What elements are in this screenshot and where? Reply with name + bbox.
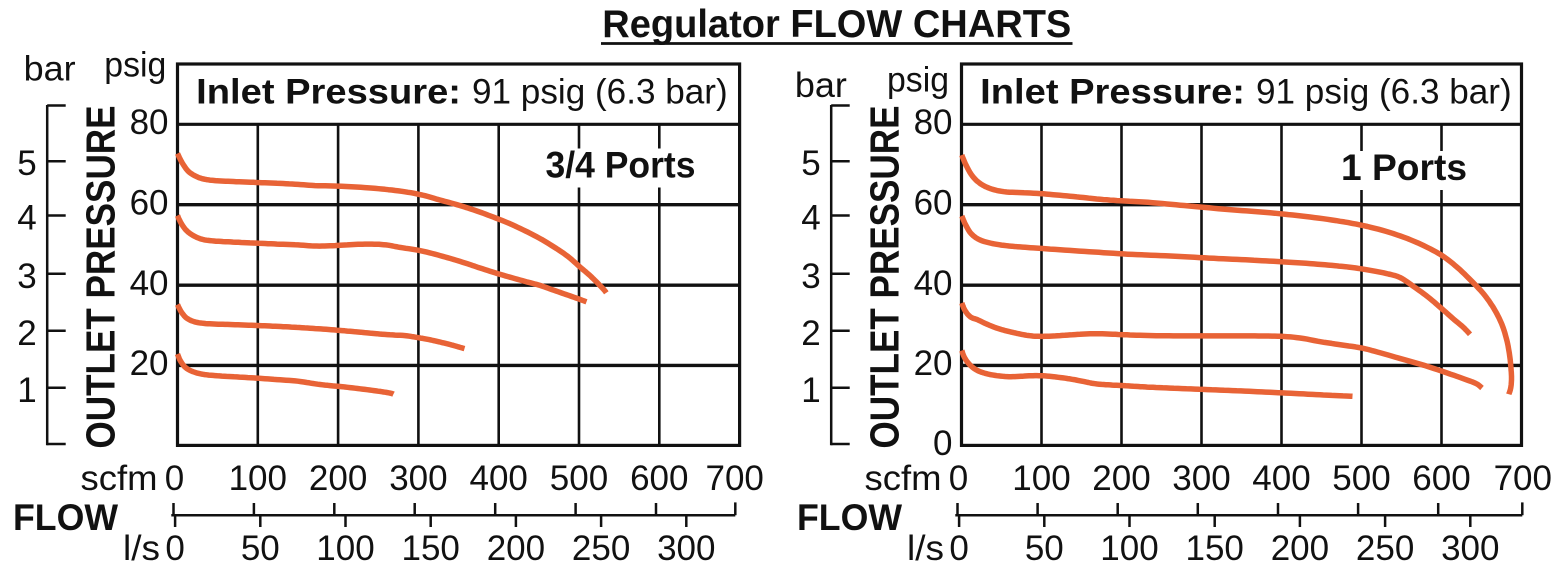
svg-text:Inlet Pressure:: Inlet Pressure: xyxy=(196,72,461,112)
svg-text:400: 400 xyxy=(469,459,527,498)
svg-text:4: 4 xyxy=(801,199,820,238)
svg-text:250: 250 xyxy=(572,529,630,568)
svg-text:FLOW: FLOW xyxy=(797,497,902,538)
svg-text:20: 20 xyxy=(130,344,169,383)
svg-text:600: 600 xyxy=(630,459,688,498)
svg-text:0: 0 xyxy=(949,529,968,568)
svg-text:200: 200 xyxy=(309,459,367,498)
svg-text:40: 40 xyxy=(130,264,169,303)
svg-text:250: 250 xyxy=(1356,529,1414,568)
svg-text:500: 500 xyxy=(1332,459,1390,498)
svg-text:2: 2 xyxy=(801,314,820,353)
svg-text:l/s: l/s xyxy=(907,529,944,568)
svg-text:700: 700 xyxy=(1494,459,1552,498)
svg-text:1 Ports: 1 Ports xyxy=(1341,147,1467,188)
svg-text:l/s: l/s xyxy=(123,529,160,568)
svg-text:0: 0 xyxy=(165,529,184,568)
svg-text:100: 100 xyxy=(316,529,374,568)
svg-text:700: 700 xyxy=(705,459,763,498)
svg-text:OUTLET PRESSURE: OUTLET PRESSURE xyxy=(77,106,123,449)
svg-text:0: 0 xyxy=(165,459,184,498)
svg-text:3/4 Ports: 3/4 Ports xyxy=(546,145,696,186)
svg-text:1: 1 xyxy=(17,371,36,410)
svg-text:150: 150 xyxy=(1185,529,1243,568)
svg-text:50: 50 xyxy=(1025,529,1064,568)
svg-text:scfm: scfm xyxy=(865,459,942,498)
svg-text:300: 300 xyxy=(1441,529,1499,568)
svg-text:300: 300 xyxy=(1172,459,1230,498)
svg-text:FLOW: FLOW xyxy=(13,497,118,538)
svg-text:0: 0 xyxy=(933,424,952,463)
svg-text:3: 3 xyxy=(801,257,820,296)
svg-text:150: 150 xyxy=(401,529,459,568)
svg-text:100: 100 xyxy=(1012,459,1070,498)
svg-text:100: 100 xyxy=(1100,529,1158,568)
svg-text:40: 40 xyxy=(914,264,953,303)
svg-text:20: 20 xyxy=(914,344,953,383)
svg-text:bar: bar xyxy=(795,66,847,105)
svg-text:4: 4 xyxy=(17,199,36,238)
svg-text:91 psig (6.3 bar): 91 psig (6.3 bar) xyxy=(1256,72,1512,112)
svg-text:200: 200 xyxy=(1092,459,1150,498)
svg-text:60: 60 xyxy=(914,184,953,223)
svg-text:300: 300 xyxy=(657,529,715,568)
svg-text:80: 80 xyxy=(130,103,169,142)
svg-text:600: 600 xyxy=(1412,459,1470,498)
svg-text:91 psig (6.3 bar): 91 psig (6.3 bar) xyxy=(472,72,728,112)
svg-text:50: 50 xyxy=(241,529,280,568)
svg-text:80: 80 xyxy=(914,103,953,142)
svg-text:5: 5 xyxy=(17,144,36,183)
svg-text:3: 3 xyxy=(17,257,36,296)
svg-text:psig: psig xyxy=(104,46,166,85)
svg-text:60: 60 xyxy=(130,184,169,223)
svg-text:400: 400 xyxy=(1252,459,1310,498)
svg-text:OUTLET PRESSURE: OUTLET PRESSURE xyxy=(861,106,907,449)
svg-text:1: 1 xyxy=(801,371,820,410)
svg-text:200: 200 xyxy=(487,529,545,568)
svg-text:psig: psig xyxy=(887,61,949,100)
svg-text:scfm: scfm xyxy=(81,459,158,498)
svg-text:200: 200 xyxy=(1271,529,1329,568)
svg-text:5: 5 xyxy=(801,144,820,183)
svg-text:100: 100 xyxy=(229,459,287,498)
svg-text:500: 500 xyxy=(550,459,608,498)
svg-text:bar: bar xyxy=(24,49,76,88)
svg-text:2: 2 xyxy=(17,314,36,353)
svg-text:300: 300 xyxy=(389,459,447,498)
svg-text:Inlet Pressure:: Inlet Pressure: xyxy=(980,72,1245,112)
svg-text:Regulator FLOW CHARTS: Regulator FLOW CHARTS xyxy=(602,3,1071,46)
svg-text:0: 0 xyxy=(949,459,968,498)
